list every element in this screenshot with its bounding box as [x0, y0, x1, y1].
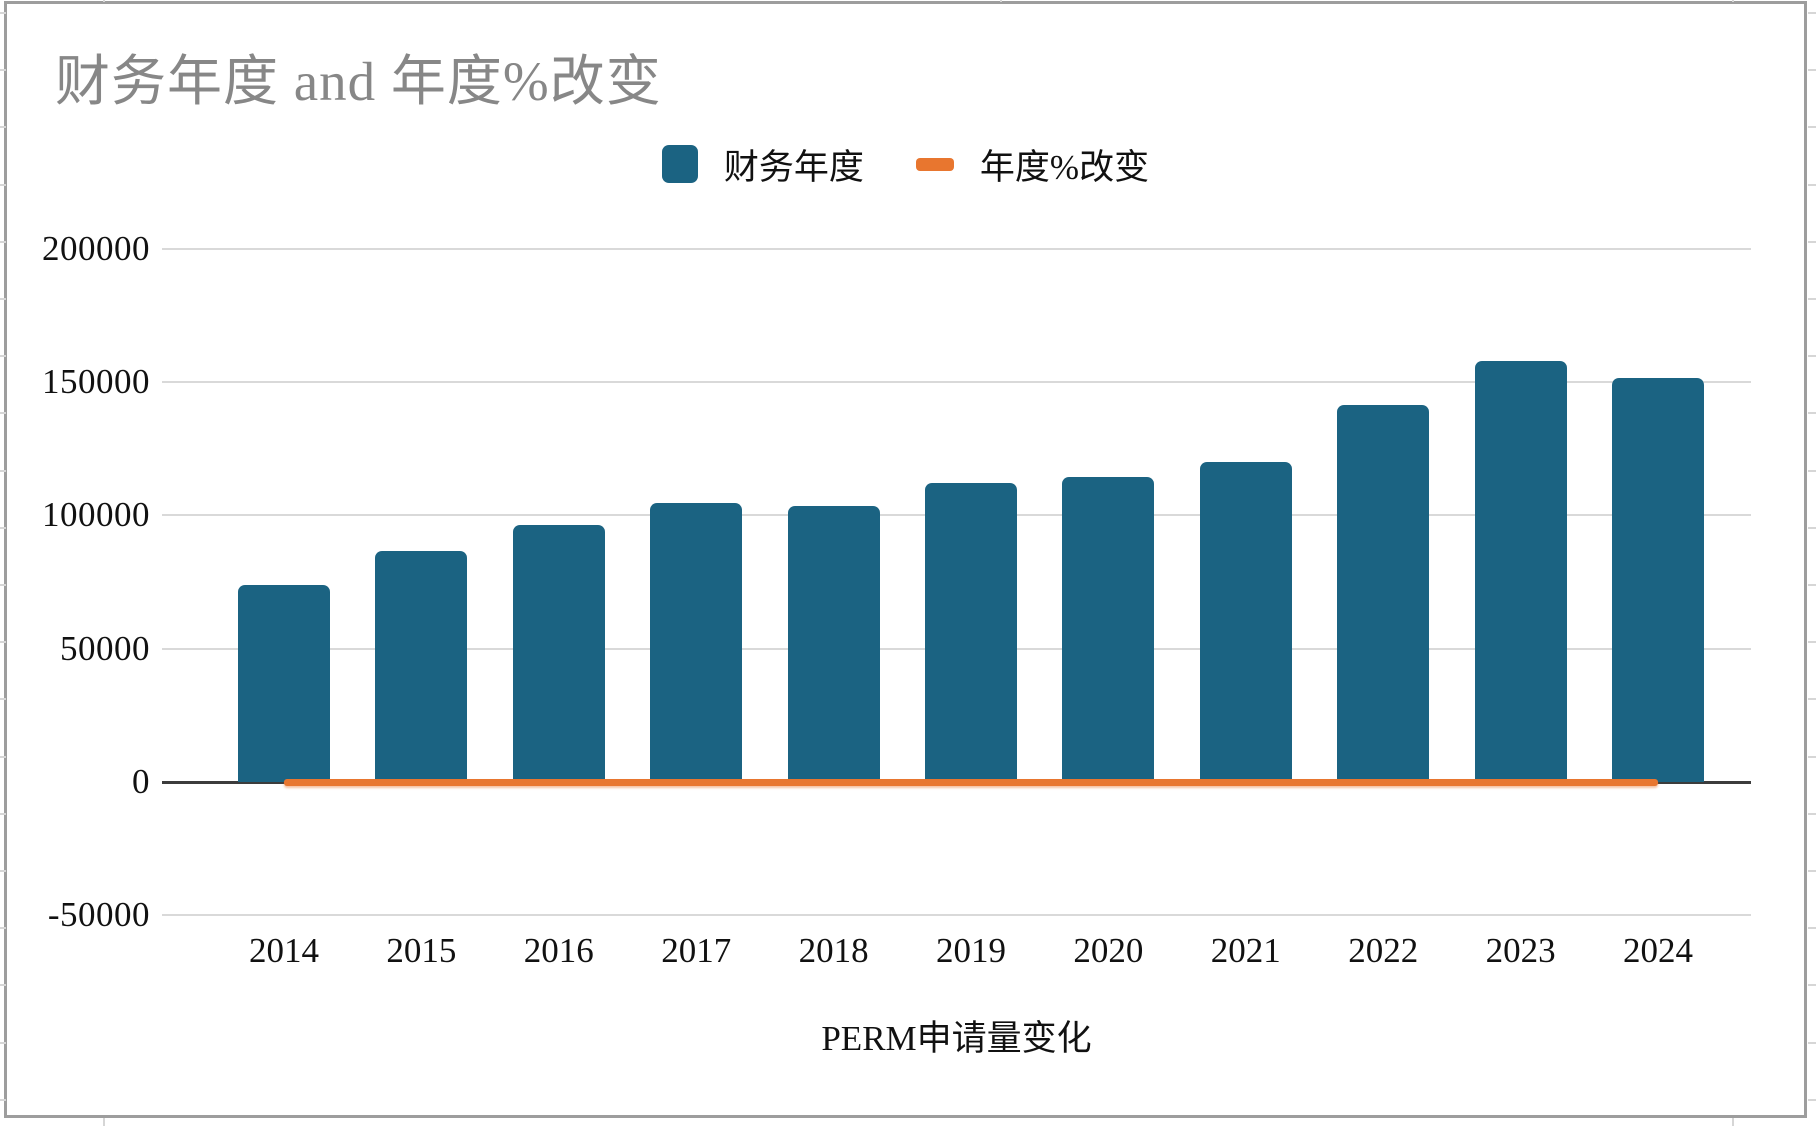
gridline — [162, 247, 1751, 250]
spreadsheet-gridline — [0, 984, 6, 987]
spreadsheet-gridline — [1808, 526, 1816, 529]
bar-2018 — [787, 505, 880, 782]
spreadsheet-gridline — [1808, 12, 1816, 14]
spreadsheet-gridline — [0, 12, 6, 14]
spreadsheet-gridline — [0, 469, 6, 472]
bar-2022 — [1337, 404, 1430, 782]
spreadsheet-gridline — [103, 0, 105, 2]
x-tick-label: 2022 — [1348, 931, 1419, 970]
x-tick-label: 2023 — [1485, 931, 1556, 970]
bar-2015 — [375, 551, 468, 782]
gridline — [162, 914, 1751, 917]
spreadsheet-gridline — [1732, 1118, 1734, 1126]
spreadsheet-gridline — [1808, 69, 1816, 72]
spreadsheet-gridline — [1732, 0, 1734, 2]
spreadsheet-gridline — [1808, 298, 1816, 300]
y-tick-label: 50000 — [60, 628, 150, 668]
spreadsheet-gridline — [0, 812, 6, 815]
line-series-swatch-icon — [915, 157, 954, 171]
spreadsheet-gridline — [1808, 412, 1816, 415]
spreadsheet-gridline — [1808, 1098, 1816, 1101]
spreadsheet-gridline — [1808, 641, 1816, 644]
y-tick-label: 200000 — [42, 228, 150, 268]
spreadsheet-gridline — [1808, 183, 1816, 186]
bar-2014 — [238, 584, 330, 782]
spreadsheet-gridline — [1808, 355, 1816, 358]
spreadsheet-gridline — [0, 355, 6, 358]
y-tick-label: 150000 — [42, 361, 150, 401]
spreadsheet-gridline — [1808, 584, 1816, 586]
x-tick-label: 2016 — [523, 931, 594, 970]
x-tick-label: 2021 — [1210, 931, 1281, 970]
x-axis-title: PERM申请量变化 — [821, 1019, 1092, 1058]
spreadsheet-gridline — [0, 526, 6, 529]
x-tick-label: 2024 — [1623, 931, 1693, 970]
spreadsheet-gridline — [0, 641, 6, 644]
bar-2016 — [512, 524, 605, 782]
bar-series-swatch-icon — [661, 145, 698, 183]
spreadsheet-gridline — [0, 298, 6, 300]
x-tick-label: 2017 — [661, 931, 732, 970]
pct-change-line — [284, 778, 1658, 786]
spreadsheet-gridline — [103, 1118, 105, 1126]
spreadsheet-gridline — [1000, 0, 1002, 2]
x-tick-label: 2020 — [1073, 931, 1144, 970]
y-tick-label: 0 — [132, 762, 150, 801]
bar-2023 — [1474, 360, 1567, 782]
spreadsheet-gridline — [0, 698, 6, 701]
spreadsheet-gridline — [1808, 126, 1816, 129]
spreadsheet-gridline — [0, 927, 6, 930]
x-tick-label: 2014 — [249, 931, 319, 970]
x-tick-label: 2019 — [936, 931, 1006, 970]
spreadsheet-gridline — [1808, 755, 1816, 758]
spreadsheet-gridline — [1808, 698, 1816, 701]
legend-item-line-series[interactable]: 年度%改变 — [915, 139, 1150, 190]
y-tick-label: 100000 — [42, 495, 150, 535]
spreadsheet-gridline — [1808, 812, 1816, 815]
spreadsheet-gridline — [1808, 870, 1816, 872]
spreadsheet-gridline — [0, 126, 6, 129]
bar-2017 — [650, 503, 743, 782]
spreadsheet-gridline — [0, 584, 6, 586]
spreadsheet-gridline — [1808, 240, 1816, 243]
gridline — [162, 380, 1751, 383]
spreadsheet-gridline — [0, 870, 6, 872]
spreadsheet-gridline — [0, 755, 6, 758]
spreadsheet-gridline — [0, 412, 6, 415]
legend-label: 年度%改变 — [979, 147, 1150, 187]
spreadsheet-gridline — [0, 1041, 6, 1044]
chart-title: 财务年度 and 年度%改变 — [55, 51, 662, 112]
bar-2024 — [1612, 377, 1704, 782]
spreadsheet-gridline — [0, 1098, 6, 1101]
bar-2019 — [925, 483, 1017, 782]
legend-label: 财务年度 — [723, 147, 864, 187]
spreadsheet-gridline — [0, 183, 6, 186]
spreadsheet-gridline — [1808, 927, 1816, 930]
spreadsheet-gridline — [0, 69, 6, 72]
bar-2020 — [1062, 476, 1155, 782]
legend-item-bar-series[interactable]: 财务年度 — [661, 139, 864, 190]
spreadsheet-gridline — [1808, 1041, 1816, 1044]
y-tick-label: -50000 — [47, 895, 150, 935]
chart-legend: 财务年度 年度%改变 — [4, 136, 1807, 192]
spreadsheet-gridline — [1808, 469, 1816, 472]
bar-2021 — [1199, 461, 1292, 782]
spreadsheet-gridline — [1808, 984, 1816, 987]
spreadsheet-gridline — [0, 240, 6, 243]
x-tick-label: 2015 — [386, 931, 457, 970]
x-tick-label: 2018 — [798, 931, 869, 970]
